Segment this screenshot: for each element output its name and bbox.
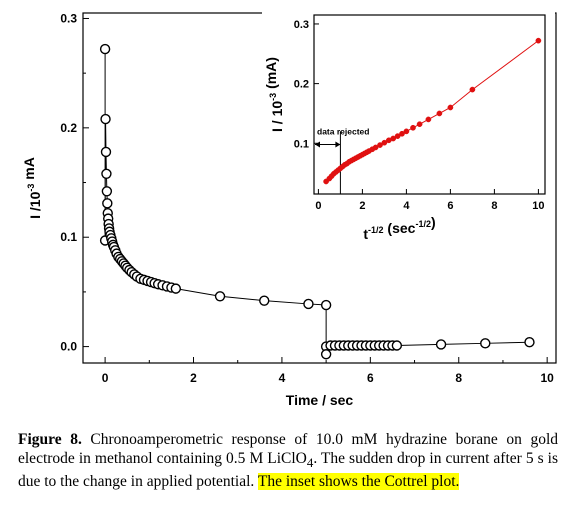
inset-x-tick-label: 6 <box>447 200 453 212</box>
inset-y-tick-label: 0.3 <box>294 19 309 31</box>
caption-highlight: The inset shows the Cottrel plot. <box>257 473 460 491</box>
main-data-point <box>435 339 447 350</box>
main-y-tick-label: 0.2 <box>60 121 77 135</box>
inset-data-point <box>377 142 383 148</box>
inset-x-tick-label: 4 <box>403 200 410 212</box>
main-x-tick-label: 4 <box>279 371 286 385</box>
main-y-tick-label: 0.0 <box>60 340 77 354</box>
main-data-point <box>391 340 403 351</box>
inset-data-point <box>447 104 454 111</box>
main-y-tick-label: 0.3 <box>60 11 77 25</box>
inset-data-point <box>410 124 416 131</box>
inset-y-tick-label: 0.2 <box>294 79 309 91</box>
caption-text-2: . The sudden drop in current after 5 s i… <box>18 450 558 491</box>
caption-subscript: 4 <box>306 455 314 471</box>
main-data-point <box>101 186 113 197</box>
inset-x-tick-label: 10 <box>532 200 544 212</box>
inset-chart: 0 2 4 6 8 10 0.1 0.2 0.3 t-1/2 (sec-1/2) I / 10-3 … <box>262 10 555 253</box>
inset-data-point <box>416 121 423 128</box>
main-data-point <box>100 113 111 125</box>
main-data-point <box>320 299 332 311</box>
inset-y-tick-label: 0.1 <box>294 138 309 150</box>
rejection-annotation: data rejected <box>317 126 369 136</box>
inset-data-point <box>390 135 397 142</box>
main-data-point <box>259 295 270 306</box>
inset-y-axis-label: I / 10-3 (mA) <box>263 57 285 132</box>
main-x-tick-label: 10 <box>540 371 554 385</box>
caption-label: Figure 8. <box>18 431 82 448</box>
inset-data-point <box>436 110 443 117</box>
inset-data-point <box>372 144 379 151</box>
main-x-tick-label: 0 <box>102 371 109 385</box>
inset-data-point <box>394 133 401 139</box>
main-x-tick-label: 6 <box>367 371 374 385</box>
inset-data-point <box>425 116 432 123</box>
main-x-tick-label: 8 <box>455 371 462 385</box>
main-data-point <box>480 338 491 349</box>
main-data-point <box>170 283 182 294</box>
caption-text: Chronoamperometric response of 10.0 mM h… <box>18 431 559 467</box>
inset-data-point <box>381 139 388 146</box>
rejection-arrow-head-left <box>315 141 320 148</box>
main-data-point <box>100 146 112 158</box>
inset-data-point <box>469 86 476 93</box>
inset-x-axis-label: t-1/2 (sec-1/2) <box>363 214 435 242</box>
inset-x-tick-label: 0 <box>315 200 321 212</box>
main-data-point <box>99 43 111 55</box>
main-y-tick-label: 0.1 <box>60 230 77 244</box>
main-data-point <box>524 337 535 348</box>
inset-data-point <box>535 37 542 44</box>
main-data-point <box>102 198 113 209</box>
main-data-point <box>320 349 332 360</box>
main-data-point <box>101 168 112 179</box>
main-x-axis-label: Time / sec <box>286 392 354 408</box>
main-x-tick-label: 2 <box>190 371 197 385</box>
inset-data-point <box>403 128 410 135</box>
main-chart: 0 2 4 6 8 10 0.0 0.1 0.2 0.3 Time / sec I /10-3 mA <box>21 11 557 408</box>
inset-x-tick-label: 8 <box>491 200 497 212</box>
main-data-point <box>303 298 314 310</box>
figure-caption: Figure 8. Chronoamperometric response of… <box>18 430 558 491</box>
inset-plot-frame <box>313 14 546 195</box>
inset-data-point <box>399 130 405 137</box>
main-data-point <box>214 291 226 302</box>
main-y-axis-label: I /10-3 mA <box>21 157 43 219</box>
inset-x-tick-label: 2 <box>359 200 365 212</box>
rejection-arrow-head-right <box>335 141 341 148</box>
